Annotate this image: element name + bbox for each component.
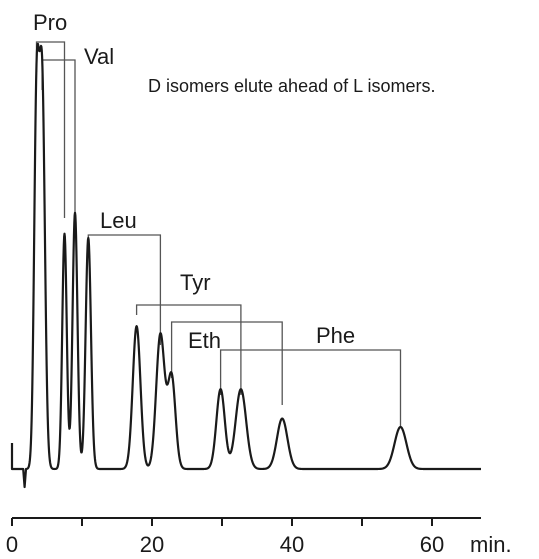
label-eth: Eth [188, 328, 221, 353]
bracket-eth [170, 321, 283, 405]
label-phe: Phe [316, 323, 355, 348]
bracket-val [41, 59, 76, 232]
chromatogram-trace [10, 42, 482, 489]
bracket-pro [35, 41, 66, 218]
x-tick-label: 0 [6, 532, 18, 557]
label-pro: Pro [33, 10, 67, 35]
label-tyr: Tyr [180, 270, 211, 295]
label-val: Val [84, 44, 114, 69]
compound-labels: Pro Val Leu Tyr Eth Phe [33, 10, 355, 353]
elution-note: D isomers elute ahead of L isomers. [148, 76, 435, 96]
x-unit-label: min. [470, 532, 512, 557]
x-tick-label: 40 [280, 532, 304, 557]
x-tick-label: 20 [140, 532, 164, 557]
x-axis-ticks: 0 20 40 60 [6, 518, 444, 557]
label-leu: Leu [100, 208, 137, 233]
bracket-leu [87, 234, 162, 345]
x-tick-label: 60 [420, 532, 444, 557]
bracket-phe [219, 349, 402, 428]
